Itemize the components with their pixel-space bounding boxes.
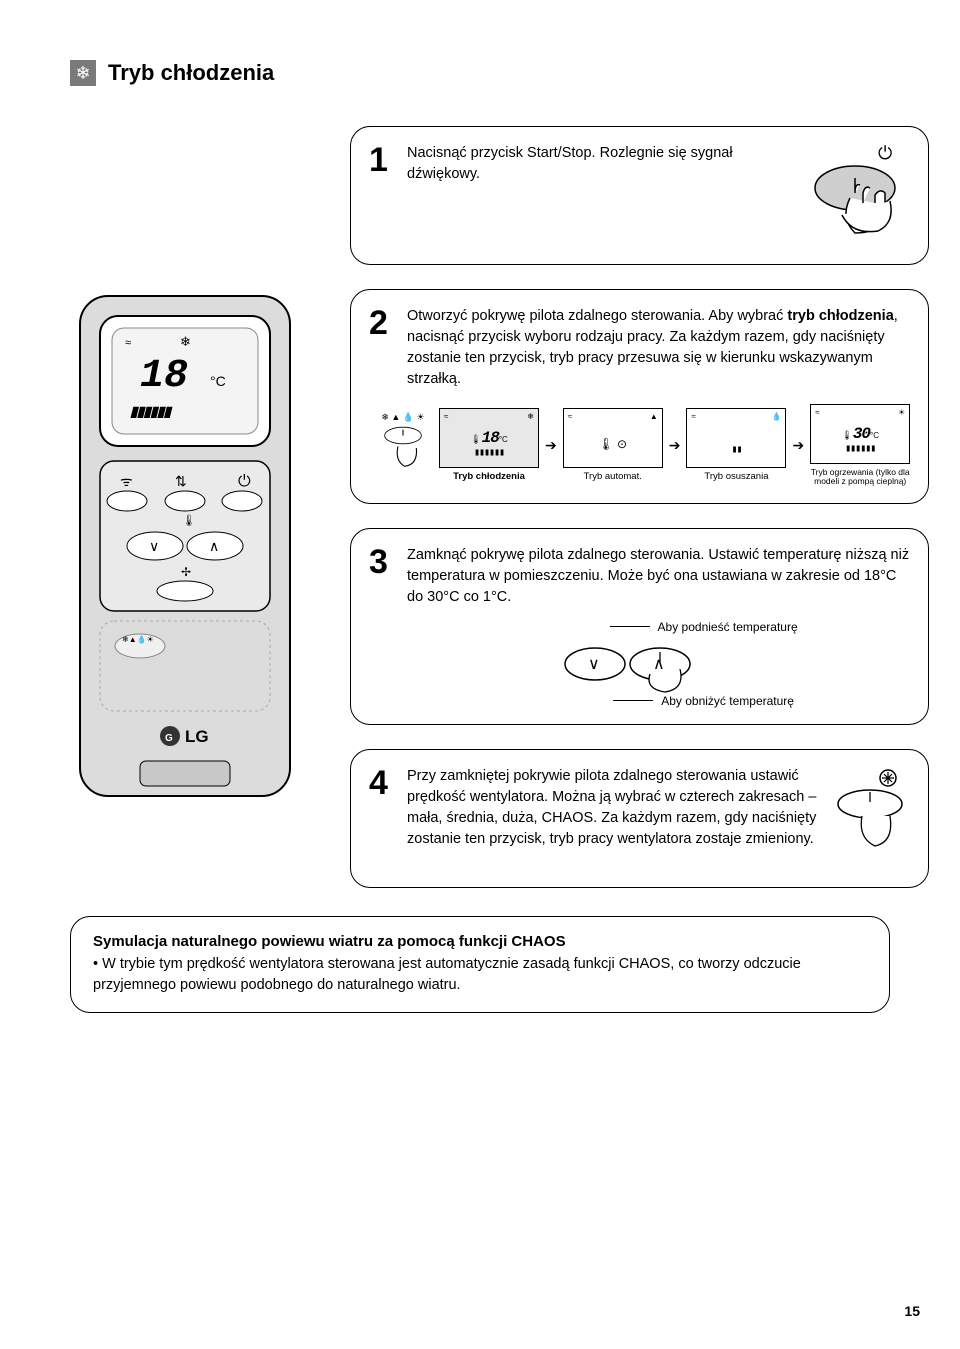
svg-text:G: G [165, 733, 173, 744]
step-number: 2 [369, 306, 397, 340]
svg-text:▮▮▮▮▮▮: ▮▮▮▮▮▮ [130, 403, 174, 419]
step-number: 1 [369, 143, 397, 177]
step-1-box: 1 Nacisnąć przycisk Start/Stop. Rozlegni… [350, 126, 929, 265]
mode-selection-strip: ❄ ▲ 💧 ☀ ≈❄ 🌡 18 °C [373, 404, 910, 487]
step-2-text: Otworzyć pokrywę pilota zdalnego sterowa… [407, 306, 910, 390]
svg-text:∨: ∨ [588, 656, 600, 673]
mode-button-press-illustration: ❄ ▲ 💧 ☀ [373, 412, 433, 478]
section-heading: ❄ Tryb chłodzenia [70, 60, 890, 86]
fan-button-illustration [830, 766, 910, 871]
svg-text:⇅: ⇅ [175, 473, 187, 489]
svg-text:❄▲💧☀: ❄▲💧☀ [122, 634, 154, 644]
step-3-text: Zamknąć pokrywę pilota zdalnego sterowan… [407, 545, 910, 608]
svg-text:⏻: ⏻ [238, 473, 251, 490]
svg-text:🌡: 🌡 [182, 514, 196, 527]
remote-column: ≈ ❄ 18 °C ▮▮▮▮▮▮ ᯤ ⇅ ⏻ 🌡 ∨ ∧ [70, 126, 330, 811]
step-number: 3 [369, 545, 397, 579]
manual-page: ❄ Tryb chłodzenia ≈ ❄ 18 °C ▮▮▮▮▮▮ ᯤ ⇅ [0, 0, 960, 1349]
svg-text:°C: °C [210, 373, 226, 389]
content-row: ≈ ❄ 18 °C ▮▮▮▮▮▮ ᯤ ⇅ ⏻ 🌡 ∨ ∧ [70, 126, 890, 888]
chaos-title: Symulacja naturalnego powiewu wiatru za … [93, 933, 867, 950]
svg-text:≈: ≈ [125, 337, 131, 349]
step-4-text: Przy zamkniętej pokrywie pilota zdalnego… [407, 766, 820, 850]
svg-text:LG: LG [185, 727, 209, 746]
temperature-adjust-illustration: Aby podnieść temperaturę ∨ ∧ Aby obniżyć… [369, 620, 910, 708]
svg-text:18: 18 [140, 354, 188, 399]
step-2-box: 2 Otworzyć pokrywę pilota zdalnego stero… [350, 289, 929, 504]
step-4-box: 4 Przy zamkniętej pokrywie pilota zdalne… [350, 749, 929, 888]
steps-column: 1 Nacisnąć przycisk Start/Stop. Rozlegni… [350, 126, 929, 888]
step-3-box: 3 Zamknąć pokrywę pilota zdalnego sterow… [350, 528, 929, 725]
page-number: 15 [904, 1303, 920, 1319]
svg-text:∧: ∧ [653, 656, 665, 673]
svg-text:✢: ✢ [181, 565, 191, 579]
snowflake-icon: ❄ [70, 60, 96, 86]
step-1-text: Nacisnąć przycisk Start/Stop. Rozlegnie … [407, 143, 790, 185]
chaos-body: • W trybie tym prędkość wentylatora ster… [93, 954, 867, 996]
svg-text:❄: ❄ [180, 334, 191, 349]
mode-auto: ≈▲ 🌡 ⊙ Tryb automat. [563, 408, 663, 482]
svg-text:⏻: ⏻ [878, 143, 892, 163]
mode-dry: ≈💧 ▮▮ Tryb osuszania [686, 408, 786, 482]
arrow-right-icon: ➔ [669, 437, 681, 454]
mode-heating: ≈☀ 🌡 30 °C ▮▮▮▮▮▮ Tryb ogrzewania (tylko… [810, 404, 910, 487]
remote-control-illustration: ≈ ❄ 18 °C ▮▮▮▮▮▮ ᯤ ⇅ ⏻ 🌡 ∨ ∧ [70, 286, 300, 806]
svg-text:ᯤ: ᯤ [120, 473, 133, 489]
arrow-right-icon: ➔ [792, 437, 804, 454]
svg-text:∨: ∨ [149, 538, 159, 554]
page-title: Tryb chłodzenia [108, 60, 274, 86]
svg-text:∧: ∧ [209, 538, 219, 554]
chaos-info-box: Symulacja naturalnego powiewu wiatru za … [70, 916, 890, 1013]
mode-cooling: ≈❄ 🌡 18 °C ▮▮▮▮▮▮ Tryb chłodzenia [439, 408, 539, 482]
step-number: 4 [369, 766, 397, 800]
power-button-illustration: ⏻ [800, 143, 910, 248]
arrow-right-icon: ➔ [545, 437, 557, 454]
